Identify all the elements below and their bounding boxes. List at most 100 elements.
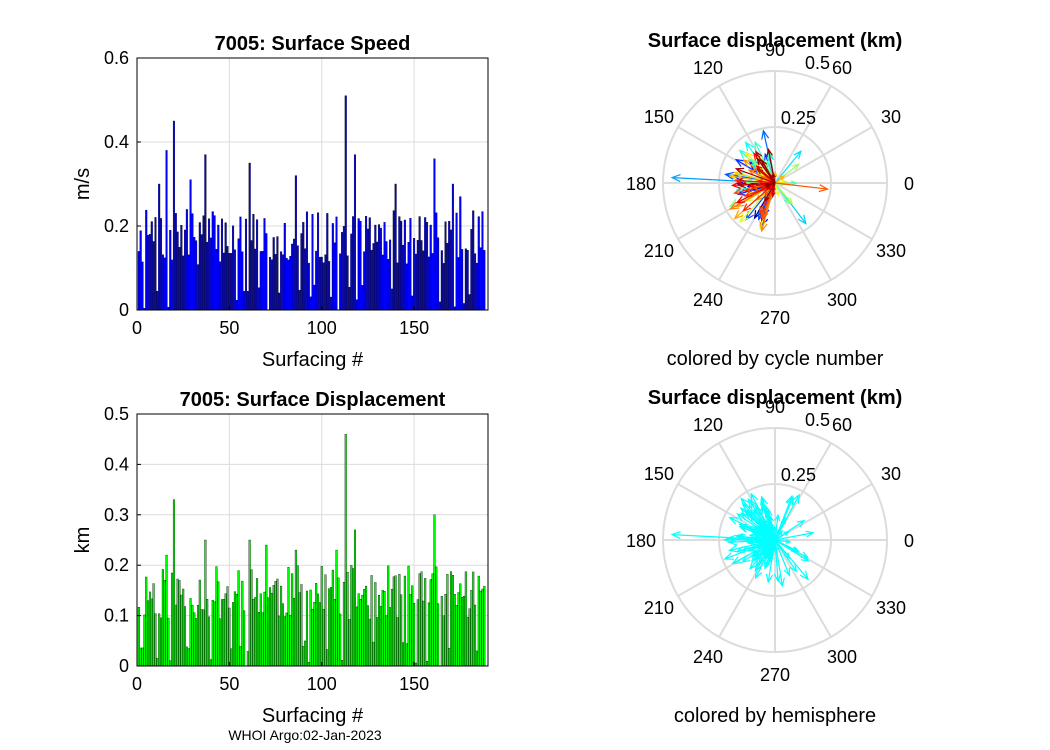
quiver-arrow-head	[766, 159, 772, 168]
quiver-arrow	[764, 182, 776, 202]
bar	[196, 264, 199, 311]
bar	[281, 254, 284, 311]
quiver-arrow-head	[799, 570, 810, 581]
bar	[163, 580, 166, 667]
bar	[320, 256, 323, 311]
bar	[160, 617, 163, 667]
quiver-arrow	[774, 182, 828, 190]
bar	[165, 150, 168, 311]
quiver-arrow	[745, 510, 776, 541]
quiver-arrow-head	[791, 493, 800, 504]
bar	[328, 261, 331, 311]
polar-r-label: 0.5	[805, 410, 830, 430]
bar	[342, 226, 345, 311]
y-tick-label: 0.6	[104, 48, 129, 68]
bar	[272, 585, 275, 667]
quiver-arrow-head	[739, 507, 750, 517]
quiver-arrow-head	[727, 538, 738, 546]
bar	[196, 605, 199, 667]
quiver-arrow-head	[763, 195, 770, 203]
bar	[145, 576, 148, 667]
bar	[300, 233, 303, 311]
bar	[263, 591, 266, 667]
quiver-arrow-head	[747, 169, 756, 176]
bar	[156, 658, 159, 667]
polar-cycle-chart: 0 30 60 90 120 150 180 210 240 270 300 330 0.25 0.5Su…	[626, 30, 914, 370]
bar	[483, 250, 486, 311]
bar	[379, 606, 382, 667]
quiver-arrow-head	[761, 538, 768, 544]
quiver-arrow-head	[755, 559, 763, 568]
bar	[361, 285, 364, 311]
bar	[461, 249, 464, 311]
y-tick-label: 0.4	[104, 132, 129, 152]
bar	[409, 594, 412, 667]
bar	[139, 647, 142, 667]
bar	[311, 609, 314, 667]
bar	[442, 263, 445, 311]
bar	[483, 586, 486, 667]
bar	[243, 610, 246, 667]
bar	[256, 219, 259, 311]
bar	[437, 603, 440, 667]
x-tick-label: 0	[132, 674, 142, 694]
bar	[355, 606, 358, 667]
quiver-arrow-head	[783, 567, 791, 577]
bar	[318, 602, 321, 667]
bar	[440, 596, 443, 667]
y-axis-label: km	[72, 527, 94, 554]
quiver-arrow	[750, 529, 776, 541]
bar	[257, 612, 260, 667]
quiver-arrow-head	[765, 559, 771, 567]
bar	[169, 660, 172, 667]
bar	[422, 250, 425, 311]
bar	[450, 229, 453, 311]
quiver-arrow-head	[729, 201, 740, 210]
bar	[307, 661, 310, 667]
quiver-arrow	[750, 493, 776, 541]
bar	[305, 211, 308, 311]
polar-spoke	[774, 539, 832, 638]
bar	[285, 612, 288, 667]
bar	[370, 249, 373, 311]
bar	[344, 433, 347, 667]
bar	[296, 565, 299, 667]
bar	[195, 618, 198, 667]
bar	[433, 158, 436, 311]
polar-angle-label: 270	[760, 665, 790, 685]
bar	[396, 617, 399, 667]
quiver-arrow-head	[755, 150, 763, 160]
quiver-arrow	[768, 539, 776, 552]
bar	[147, 235, 150, 311]
bar	[427, 602, 430, 667]
bar	[422, 600, 425, 667]
quiver-arrow-head	[738, 525, 748, 533]
bar	[195, 240, 198, 311]
quiver-arrow-head	[728, 516, 739, 525]
bar	[220, 599, 223, 667]
bar	[141, 647, 144, 667]
quiver-arrow-head	[772, 544, 777, 551]
bar	[366, 228, 369, 311]
bar	[191, 213, 194, 311]
quiver-arrow-head	[749, 561, 758, 570]
bar	[479, 590, 482, 667]
polar-angle-label: 180	[626, 531, 656, 551]
bar	[209, 237, 212, 311]
bar	[320, 566, 323, 667]
chart-title: Surface displacement (km)	[648, 30, 903, 52]
bar	[416, 599, 419, 667]
bar	[477, 575, 480, 667]
bar	[296, 245, 299, 311]
bar	[204, 154, 207, 311]
bar	[208, 616, 211, 667]
bar	[232, 225, 235, 311]
quiver-arrow-head	[777, 577, 785, 588]
bar	[293, 597, 296, 667]
bar	[392, 210, 395, 311]
polar-angle-label: 150	[644, 107, 674, 127]
bar	[374, 224, 377, 311]
bar	[180, 594, 183, 667]
bar	[256, 578, 259, 667]
bar	[389, 239, 392, 311]
